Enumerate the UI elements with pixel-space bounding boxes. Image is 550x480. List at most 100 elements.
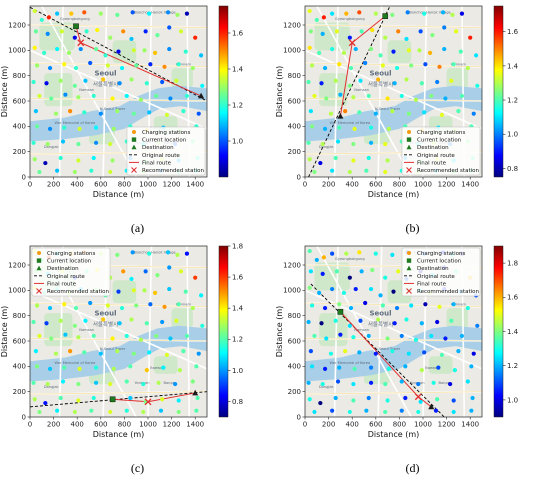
road [377,246,383,417]
recommended-station-marker [414,393,422,401]
charging-station-point [471,351,476,356]
charging-station-point [417,48,422,53]
charging-station-point [333,155,338,161]
charging-station-point [66,50,72,55]
charging-station-point [442,25,447,30]
road [333,6,339,177]
charging-station-point [63,332,68,337]
colorbar-tick-label: 1.4 [232,65,244,73]
charging-station-point [418,29,423,34]
charging-station-point [34,63,40,68]
charging-station-point [117,81,122,86]
park-area [44,313,73,347]
charging-station-point [72,35,77,40]
place-label: Dongjak [319,385,335,389]
charging-station-point [89,168,94,173]
charging-station-point [131,111,136,116]
place-label: N Seoul Tower [375,107,401,111]
charging-station-point [55,46,60,52]
charging-station-point [167,286,172,292]
charging-station-point [76,95,81,100]
park-area [314,262,350,291]
charging-station-point [58,318,63,323]
charging-station-point [134,303,139,308]
charging-station-point [373,351,378,356]
charging-station-point [58,395,63,401]
charging-station-point [347,35,352,40]
x-tick-label: 1200 [163,421,181,429]
charging-station-point [431,380,436,385]
place-label: Bukchon Hanok Village [134,11,176,15]
charging-station-point [95,27,100,33]
charging-station-point [405,10,410,15]
charging-station-point [110,158,115,163]
charging-station-point [383,409,388,415]
charging-station-point [352,126,357,131]
charging-station-point [344,251,349,256]
y-axis-label: Distance (m) [275,306,284,358]
charging-station-point [348,65,354,71]
legend-label: Current location [417,138,462,144]
charging-station-point [124,379,129,384]
charging-station-point [334,29,339,34]
current-location-marker [109,396,116,403]
x-tick-label: 400 [71,421,84,429]
charging-station-point [147,110,152,115]
charging-station-point [93,125,99,130]
place-label: Dongjak [44,385,60,389]
charging-station-point [436,365,441,370]
place-label: Namsan [354,88,369,92]
charging-station-point [312,93,317,99]
charging-station-point [83,318,88,323]
charging-station-point [376,317,381,322]
charging-station-point [383,381,388,387]
charging-station-point [31,140,36,145]
legend-swatch-recommended [131,167,137,173]
charging-station-point [162,64,167,69]
charging-station-point [144,81,149,86]
x-tick-label: 600 [369,421,382,429]
chart-svg-b: Seoul 서울특별시 Bukchon Hanok Village Gyeongbok… [275,5,519,199]
charging-station-point [53,351,59,356]
y-axis-label: Distance (m) [275,66,284,118]
colorbar-tick-label: 1.6 [507,28,519,36]
map-background: Seoul 서울특별시 Bukchon Hanok Village Gyeongbok… [305,6,482,177]
recommended-station-marker [348,39,356,47]
road [316,6,412,177]
charging-station-point [91,93,96,99]
x-tick-label: 800 [393,421,406,429]
charging-station-point [376,77,381,82]
charging-station-point [190,379,195,384]
legend-label: Charging stations [417,130,466,136]
charging-station-point [459,333,465,339]
charging-station-point [320,381,325,387]
place-label: War Memorial of Korea [329,121,370,125]
x-tick-label: 600 [94,181,107,189]
charging-station-point [451,409,456,415]
charging-station-point [124,333,129,339]
charging-station-point [338,92,343,97]
y-tick-label: 200 [288,388,301,396]
charging-station-point [427,50,433,55]
charging-station-point [101,317,106,322]
charging-station-point [318,160,323,166]
charging-station-point [143,29,148,34]
road-major [30,338,207,342]
recommended-station-marker [77,39,85,47]
charging-station-point [108,409,113,415]
charging-station-point [58,155,63,161]
colorbar-tick-label: 1.0 [232,367,243,375]
charging-station-point [330,286,335,292]
charging-station-point [307,285,312,290]
charging-station-point [353,286,358,292]
place-label: Hannam [451,303,467,307]
charging-station-point [72,169,77,175]
charging-station-point [194,408,199,413]
charging-station-point [380,303,385,308]
chart-svg-a: Seoul 서울특별시 Bukchon Hanok Village Gyeongbok… [0,5,244,199]
place-label: War Memorial of Korea [54,121,95,125]
charging-station-point [419,368,424,373]
legend-label: Recommended station [142,168,204,174]
charging-station-point [475,323,480,328]
